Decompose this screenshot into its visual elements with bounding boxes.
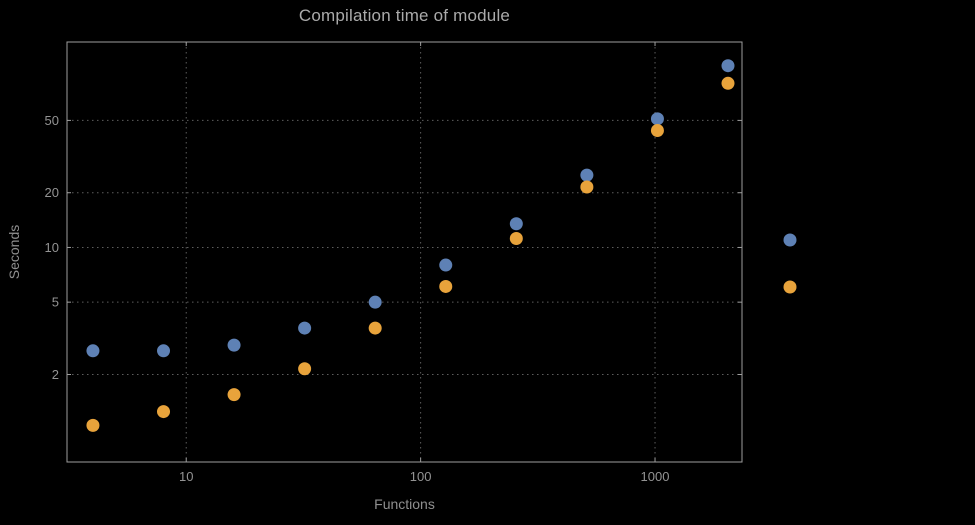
data-point-blue [298, 321, 312, 335]
data-point-blue [86, 344, 100, 358]
y-tick-label: 20 [45, 185, 59, 200]
data-point-orange [298, 362, 312, 376]
data-point-orange [157, 405, 171, 419]
y-tick-label: 2 [52, 367, 59, 382]
data-point-blue [368, 295, 382, 309]
y-axis-label: Seconds [6, 224, 22, 280]
legend-marker-orange [783, 280, 797, 294]
data-point-orange [439, 279, 453, 293]
data-point-blue [580, 168, 594, 182]
data-point-blue [509, 217, 523, 231]
legend-marker-blue [783, 233, 797, 247]
x-tick-label: 10 [179, 469, 193, 484]
data-point-orange [580, 180, 594, 194]
data-point-blue [721, 59, 735, 73]
data-point-blue [439, 258, 453, 272]
data-point-blue [227, 338, 241, 352]
chart-title: Compilation time of module [298, 6, 511, 25]
x-axis-label: Functions [374, 496, 435, 512]
data-point-orange [368, 321, 382, 335]
data-point-orange [509, 231, 523, 245]
data-point-blue [157, 344, 171, 358]
x-tick-label: 100 [410, 469, 432, 484]
data-point-orange [650, 123, 664, 137]
y-tick-label: 50 [45, 113, 59, 128]
data-point-blue [650, 112, 664, 126]
x-tick-label: 1000 [641, 469, 670, 484]
y-tick-label: 10 [45, 240, 59, 255]
y-tick-label: 5 [52, 295, 59, 310]
data-point-orange [86, 418, 100, 432]
plot-frame [66, 41, 743, 463]
data-point-orange [227, 388, 241, 402]
data-point-orange [721, 76, 735, 90]
